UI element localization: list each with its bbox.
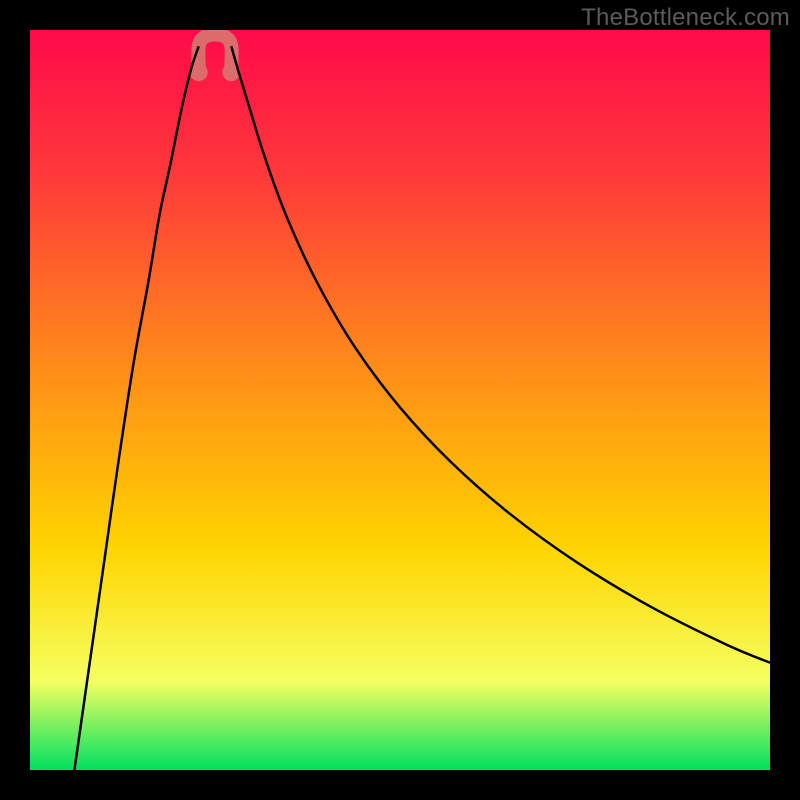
curve-right-branch [231,46,770,662]
plot-area [30,30,770,770]
plot-svg [30,30,770,770]
chart-frame: TheBottleneck.com [0,0,800,800]
watermark-text: TheBottleneck.com [581,4,790,32]
curve-left-branch [74,46,198,770]
trough-marker [198,34,231,67]
